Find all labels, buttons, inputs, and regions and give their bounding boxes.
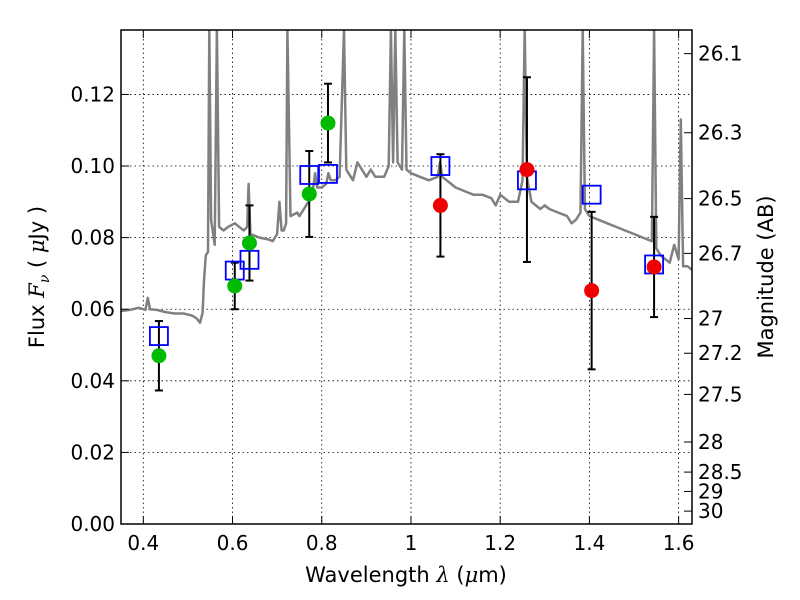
right-tick-label: 28.5 (698, 460, 743, 484)
x-tick-label: 0.6 (217, 531, 249, 555)
model-square-point (318, 164, 338, 184)
observed-point (320, 115, 336, 131)
x-tick-label: 1.2 (484, 531, 516, 555)
right-tick-label: 26.5 (698, 187, 743, 211)
right-tick-label: 26.1 (698, 42, 743, 66)
right-tick-label: 26.3 (698, 121, 743, 145)
observed-point (301, 186, 317, 202)
right-tick-label: 27 (698, 307, 723, 331)
right-tick-label: 28 (698, 430, 723, 454)
model-square-point (430, 156, 451, 176)
y-tick-label: 0.04 (70, 369, 115, 393)
x-tick-label: 1 (405, 531, 418, 555)
observed-point (519, 162, 535, 178)
x-tick-label: 0.4 (127, 531, 159, 555)
right-tick-label: 27.2 (698, 341, 743, 365)
right-tick-label: 26.7 (698, 241, 743, 265)
model-square-point (581, 184, 602, 205)
model-sed-line (121, 30, 692, 325)
y-tick-label: 0.12 (70, 82, 115, 106)
right-tick-label: 29 (698, 479, 723, 503)
model-square-point (239, 249, 260, 270)
y-tick-label: 0.02 (70, 440, 115, 464)
observed-point (646, 259, 662, 275)
observed-point (241, 235, 257, 251)
y-tick-label: 0.00 (70, 512, 115, 536)
x-axis-title: Wavelength λ (μm) (305, 563, 507, 587)
y-tick-label: 0.06 (70, 297, 115, 321)
model-square-point (149, 326, 169, 346)
x-tick-label: 0.8 (306, 531, 338, 555)
plot-data (121, 30, 692, 392)
right-tick-label: 30 (698, 499, 723, 523)
x-tick-label: 1.6 (663, 531, 695, 555)
x-tick-label: 1.4 (573, 531, 605, 555)
right-tick-label: 27.5 (698, 382, 743, 406)
observed-point (584, 283, 600, 299)
observed-point (432, 197, 448, 213)
observed-point (227, 278, 243, 294)
y-tick-label: 0.08 (70, 226, 115, 250)
axis-ticks: 0.4 0.6 0.8 1 1.2 1.4 1.6 0.00 0.02 0.04 0.06 0.08 0… (70, 30, 743, 555)
y-axis-title: Flux Fν ( μJy ) (25, 206, 53, 348)
observed-point (151, 348, 167, 364)
plot-frame (120, 29, 693, 525)
y-axis-right-title: Magnitude (AB) (754, 195, 778, 358)
y-tick-label: 0.10 (70, 154, 115, 178)
